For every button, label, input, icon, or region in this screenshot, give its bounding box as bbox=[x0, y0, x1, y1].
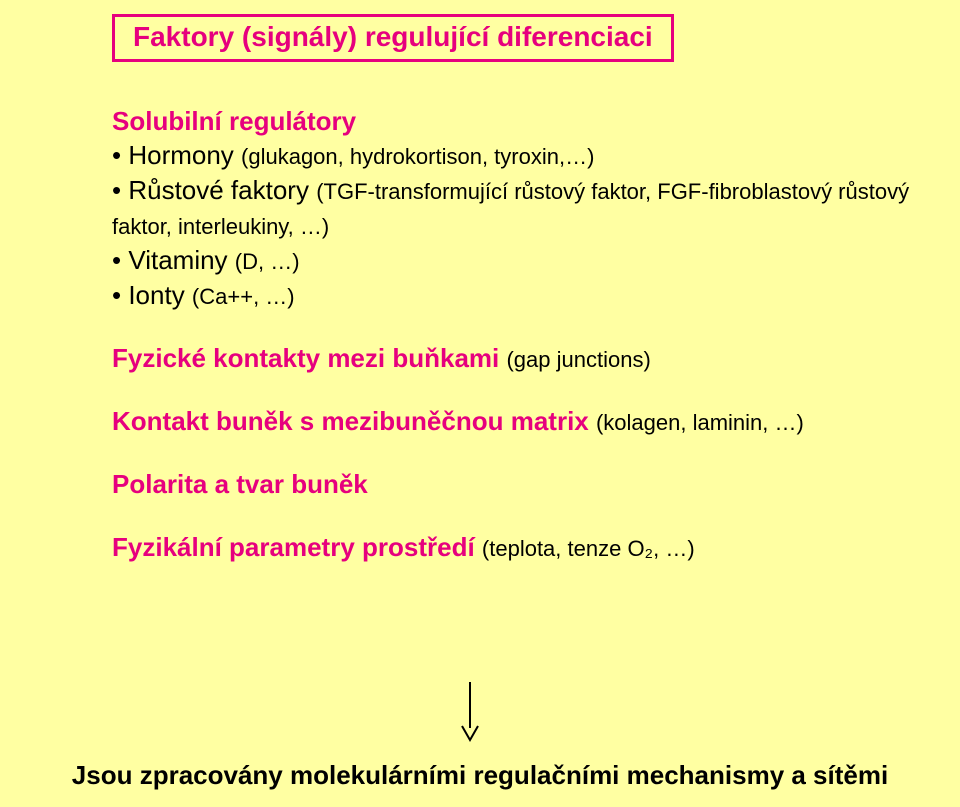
content-area: Solubilní regulátory • Hormony (glukagon… bbox=[112, 105, 920, 565]
line-trail: (gap junctions) bbox=[506, 347, 650, 372]
page-title: Faktory (signály) regulující diferenciac… bbox=[133, 21, 653, 53]
line-lead: Fyzikální parametry prostředí bbox=[112, 532, 482, 562]
section-contacts: Fyzické kontakty mezi buňkami (gap junct… bbox=[112, 341, 920, 376]
bullet-growth-factors: • Růstové faktory (TGF-transformující rů… bbox=[112, 173, 920, 243]
bullet-trail: (Ca++, …) bbox=[192, 284, 295, 309]
line-polarity: Polarita a tvar buněk bbox=[112, 467, 920, 502]
line-trail: (teplota, tenze O₂, …) bbox=[482, 536, 695, 561]
line-lead: Polarita a tvar buněk bbox=[112, 469, 368, 499]
section-soluble: Solubilní regulátory • Hormony (glukagon… bbox=[112, 105, 920, 313]
bullet-lead: Vitaminy bbox=[128, 245, 234, 275]
bullet-trail: (D, …) bbox=[235, 249, 300, 274]
title-box: Faktory (signály) regulující diferenciac… bbox=[112, 14, 674, 62]
bullet-trail: (glukagon, hydrokortison, tyroxin,…) bbox=[241, 144, 594, 169]
section-physical-params: Fyzikální parametry prostředí (teplota, … bbox=[112, 530, 920, 565]
line-physical-params: Fyzikální parametry prostředí (teplota, … bbox=[112, 530, 920, 565]
bullet-vitamins: • Vitaminy (D, …) bbox=[112, 243, 920, 278]
down-arrow-icon bbox=[445, 680, 495, 740]
bullet-lead: Hormony bbox=[128, 140, 241, 170]
section-heading-soluble: Solubilní regulátory bbox=[112, 105, 920, 138]
footer-summary: Jsou zpracovány molekulárními regulačním… bbox=[0, 760, 960, 791]
section-polarity: Polarita a tvar buněk bbox=[112, 467, 920, 502]
line-lead: Fyzické kontakty mezi buňkami bbox=[112, 343, 506, 373]
bullet-hormones: • Hormony (glukagon, hydrokortison, tyro… bbox=[112, 138, 920, 173]
line-physical-contacts: Fyzické kontakty mezi buňkami (gap junct… bbox=[112, 341, 920, 376]
line-matrix-contact: Kontakt buněk s mezibuněčnou matrix (kol… bbox=[112, 404, 920, 439]
bullet-lead: Růstové faktory bbox=[128, 175, 316, 205]
bullet-lead: Ionty bbox=[128, 280, 192, 310]
bullet-ions: • Ionty (Ca++, …) bbox=[112, 278, 920, 313]
line-trail: (kolagen, laminin, …) bbox=[596, 410, 804, 435]
section-matrix: Kontakt buněk s mezibuněčnou matrix (kol… bbox=[112, 404, 920, 439]
line-lead: Kontakt buněk s mezibuněčnou matrix bbox=[112, 406, 596, 436]
